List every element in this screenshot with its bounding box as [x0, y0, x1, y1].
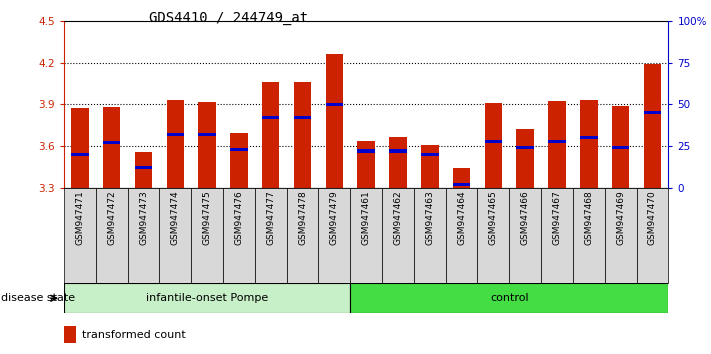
Bar: [580, 100, 597, 188]
Bar: [548, 139, 566, 143]
Bar: [541, 188, 573, 283]
Text: GSM947479: GSM947479: [330, 190, 339, 245]
Bar: [255, 188, 287, 283]
Bar: [421, 153, 439, 156]
Text: GSM947462: GSM947462: [393, 190, 402, 245]
Bar: [358, 141, 375, 188]
Bar: [64, 283, 351, 313]
Text: GSM947463: GSM947463: [425, 190, 434, 245]
Bar: [612, 146, 629, 149]
Text: GSM947470: GSM947470: [648, 190, 657, 245]
Bar: [358, 149, 375, 153]
Bar: [64, 326, 76, 343]
Bar: [421, 145, 439, 188]
Bar: [548, 101, 566, 188]
Text: GSM947465: GSM947465: [489, 190, 498, 245]
Bar: [71, 108, 89, 188]
Text: GSM947469: GSM947469: [616, 190, 625, 245]
Bar: [453, 183, 471, 186]
Bar: [103, 107, 120, 188]
Bar: [636, 188, 668, 283]
Bar: [643, 63, 661, 188]
Bar: [389, 137, 407, 188]
Text: GSM947466: GSM947466: [520, 190, 530, 245]
Bar: [516, 129, 534, 188]
Bar: [71, 153, 89, 156]
Text: GDS4410 / 244749_at: GDS4410 / 244749_at: [149, 11, 309, 25]
Text: control: control: [490, 293, 528, 303]
Bar: [135, 152, 152, 188]
Bar: [230, 133, 247, 188]
Text: GSM947467: GSM947467: [552, 190, 562, 245]
Bar: [294, 116, 311, 119]
Bar: [191, 188, 223, 283]
Bar: [262, 116, 279, 119]
Bar: [509, 188, 541, 283]
Bar: [135, 166, 152, 169]
Bar: [580, 136, 597, 139]
Bar: [287, 188, 319, 283]
Bar: [319, 188, 351, 283]
Bar: [414, 188, 446, 283]
Text: GSM947464: GSM947464: [457, 190, 466, 245]
Bar: [294, 81, 311, 188]
Bar: [64, 188, 96, 283]
Bar: [478, 188, 509, 283]
Bar: [262, 81, 279, 188]
Bar: [453, 167, 471, 188]
Bar: [382, 188, 414, 283]
Bar: [485, 103, 502, 188]
Bar: [605, 188, 636, 283]
Text: infantile-onset Pompe: infantile-onset Pompe: [146, 293, 268, 303]
Text: GSM947472: GSM947472: [107, 190, 116, 245]
Text: GSM947478: GSM947478: [298, 190, 307, 245]
Bar: [485, 139, 502, 143]
Bar: [389, 149, 407, 153]
Text: GSM947477: GSM947477: [266, 190, 275, 245]
Bar: [612, 106, 629, 188]
Bar: [573, 188, 605, 283]
Bar: [326, 54, 343, 188]
Text: disease state: disease state: [1, 293, 75, 303]
Bar: [326, 103, 343, 106]
Bar: [230, 148, 247, 151]
Text: transformed count: transformed count: [82, 330, 186, 339]
Text: GSM947474: GSM947474: [171, 190, 180, 245]
Bar: [159, 188, 191, 283]
Bar: [127, 188, 159, 283]
Text: GSM947468: GSM947468: [584, 190, 593, 245]
Bar: [351, 283, 668, 313]
Bar: [103, 141, 120, 144]
Text: GSM947471: GSM947471: [75, 190, 85, 245]
Bar: [351, 188, 382, 283]
Bar: [643, 111, 661, 114]
Text: GSM947461: GSM947461: [362, 190, 370, 245]
Text: GSM947473: GSM947473: [139, 190, 148, 245]
Bar: [198, 133, 216, 136]
Bar: [223, 188, 255, 283]
Bar: [166, 133, 184, 136]
Bar: [446, 188, 478, 283]
Bar: [96, 188, 127, 283]
Bar: [516, 146, 534, 149]
Text: GSM947475: GSM947475: [203, 190, 212, 245]
Bar: [166, 99, 184, 188]
Bar: [198, 102, 216, 188]
Text: GSM947476: GSM947476: [235, 190, 243, 245]
